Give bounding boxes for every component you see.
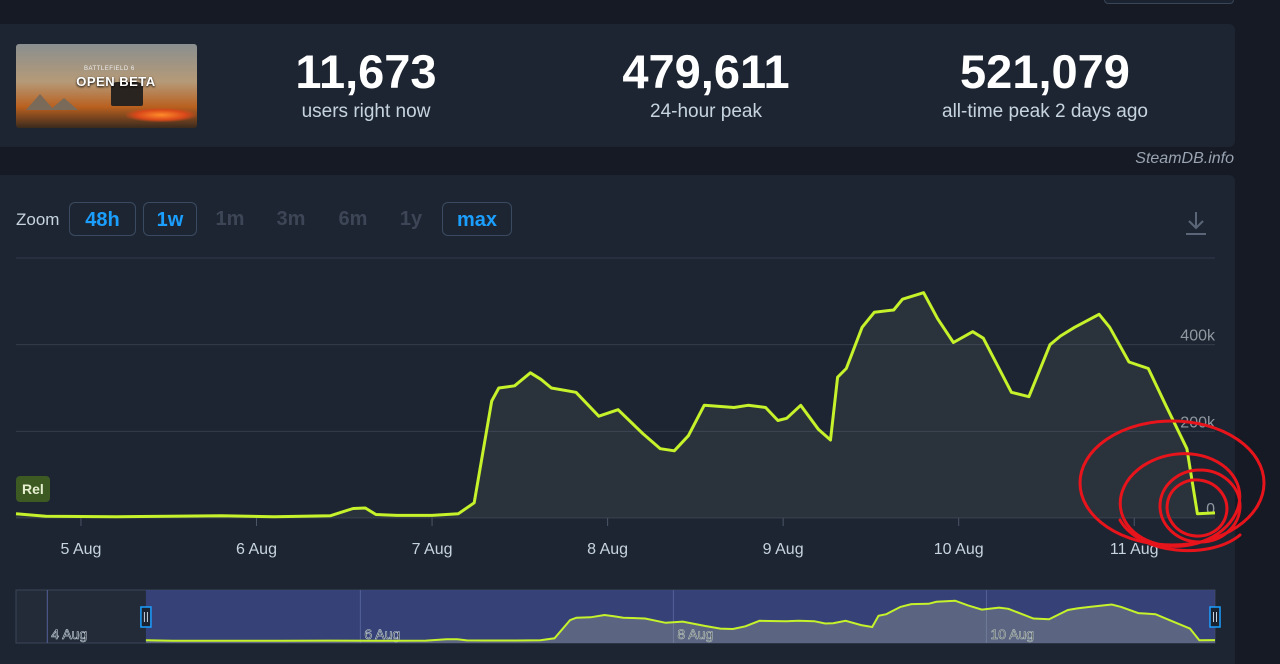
x-tick-label: 10 Aug [934,541,984,558]
pyramid-shape [50,98,78,110]
annotation-circles [1078,419,1266,553]
zoom-label: Zoom [16,210,60,229]
annotation-ellipse [1165,478,1229,538]
game-title: OPEN BETA [76,74,156,89]
game-subtitle: BATTLEFIELD 6 [84,66,135,72]
x-tick-label: 9 Aug [763,541,804,558]
chart-card [0,175,1235,664]
y-tick-label: 0 [1206,501,1215,518]
series-line [15,291,1216,519]
zoom-3m-button[interactable]: 3m [276,208,306,230]
alltime-value: 521,079 [960,45,1130,98]
x-tick-label: 6 Aug [236,541,277,558]
zoom-1m-button[interactable]: 1m [215,208,245,230]
x-tick-label: 8 Aug [587,541,628,558]
navigator-selection [145,590,1216,643]
navigator-tick-label: 6 Aug [364,626,400,642]
annotation-stroke [1118,518,1242,553]
navigator-handle[interactable] [140,606,152,628]
current-players-label: users right now [301,101,431,122]
stats-card: BATTLEFIELD 6 OPEN BETA 11,673 users rig… [0,24,1235,147]
pyramid-shape [26,94,54,110]
zoom-6m-button[interactable]: 6m [338,208,368,230]
zoom-48h-button[interactable]: 48h [69,202,136,236]
download-icon[interactable] [1184,210,1208,238]
stat-current: 11,673 users right now [216,46,516,124]
navigator-handle[interactable] [1209,606,1221,628]
y-tick-label: 400k [1180,328,1216,345]
x-tick-label: 5 Aug [60,541,101,558]
rel-badge[interactable]: Rel [16,476,50,502]
x-tick-label: 7 Aug [412,541,453,558]
current-players-value: 11,673 [295,45,437,98]
navigator-line [145,599,1216,642]
game-thumbnail[interactable]: BATTLEFIELD 6 OPEN BETA [16,44,197,128]
peak24-label: 24-hour peak [650,101,762,122]
stat-alltime-peak: 521,079 all-time peak 2 days ago [895,46,1195,124]
navigator-tick-label: 8 Aug [677,626,713,642]
series-area [16,292,1215,518]
steamdb-brand[interactable]: SteamDB.info [1135,150,1234,167]
zoom-1w-button[interactable]: 1w [143,202,197,236]
zoom-1y-button[interactable]: 1y [399,208,423,230]
vehicle-shape [111,82,143,106]
alltime-label: all-time peak 2 days ago [942,101,1148,122]
navigator-tick-label: 10 Aug [990,626,1034,642]
annotation-ellipse [1118,452,1242,548]
zoom-max-button[interactable]: max [442,202,512,236]
fire-shape [126,108,196,122]
annotation-ellipse [1158,468,1242,544]
x-tick-label: 11 Aug [1110,541,1159,558]
stat-24h-peak: 479,611 24-hour peak [556,46,856,124]
navigator-tick-label: 4 Aug [51,626,87,642]
peak24-value: 479,611 [622,45,790,98]
